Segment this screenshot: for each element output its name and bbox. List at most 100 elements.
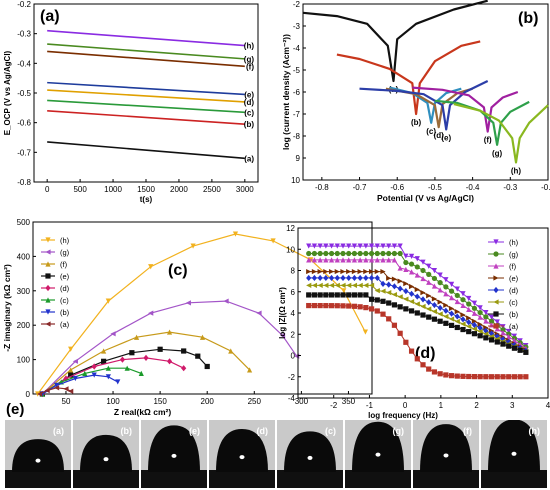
panel-d-data-point bbox=[306, 257, 312, 263]
panel-d-data-point bbox=[368, 243, 375, 249]
panel-d-data-point bbox=[466, 323, 472, 330]
panel-c-series-line bbox=[42, 331, 251, 395]
panel-d-data-point bbox=[391, 243, 398, 249]
panel-d-data-point bbox=[380, 298, 386, 304]
panel-d-data-point bbox=[403, 281, 409, 287]
panel-d-data-point bbox=[408, 348, 415, 354]
panel-d-data-point bbox=[448, 322, 455, 328]
panel-d-ytick-label: 0 bbox=[291, 352, 296, 361]
panel-d-data-point bbox=[511, 374, 518, 380]
panel-c-xtick-label: 100 bbox=[106, 397, 120, 406]
panel-b-ytick-label: -6 bbox=[293, 88, 301, 97]
panel-b-ytick-label: -2 bbox=[293, 0, 301, 9]
panel-d-data-point bbox=[477, 333, 483, 339]
panel-d-data-point bbox=[351, 243, 358, 249]
panel-d-data-point bbox=[397, 304, 403, 310]
panel-c-data-point bbox=[68, 388, 74, 394]
droplet-highlight bbox=[103, 457, 109, 462]
panel-d-data-point bbox=[334, 292, 340, 298]
panel-b-curve-label: (g) bbox=[492, 149, 503, 158]
panel-d-data-point bbox=[506, 343, 512, 349]
droplet-substrate bbox=[277, 470, 343, 488]
panel-d-data-point bbox=[311, 274, 318, 282]
panel-d-data-point bbox=[426, 306, 432, 312]
panel-d-data-point bbox=[368, 257, 375, 263]
panel-a-ytick-label: -0.6 bbox=[17, 119, 31, 128]
panel-d-data-point bbox=[471, 326, 478, 332]
panel-b-xtick-label: -0.4 bbox=[466, 183, 480, 192]
panel-c-data-point bbox=[166, 329, 173, 335]
panel-d-data-point bbox=[408, 253, 415, 259]
panel-c-data-point bbox=[44, 387, 50, 394]
panel-c-data-point bbox=[199, 334, 206, 340]
panel-d-data-point bbox=[466, 301, 472, 307]
droplet-label: (c) bbox=[325, 426, 336, 436]
panel-d-data-point bbox=[351, 268, 358, 275]
panel-d-data-point bbox=[306, 292, 312, 298]
panel-d-data-point bbox=[483, 374, 489, 380]
panel-d-data-point bbox=[397, 250, 403, 257]
panel-d-data-point bbox=[403, 296, 409, 302]
panel-b-tafel-curve bbox=[302, 0, 488, 83]
panel-d-data-point bbox=[494, 326, 500, 332]
panel-c-legend-marker bbox=[45, 273, 51, 279]
panel-d-data-point bbox=[460, 373, 466, 379]
droplet-label: (b) bbox=[121, 426, 133, 436]
panel-c-data-point bbox=[232, 231, 239, 237]
panel-c-data-point bbox=[223, 298, 229, 304]
panel-c-legend-marker bbox=[45, 309, 51, 315]
panel-c-legend-marker bbox=[45, 321, 51, 327]
panel-d-data-point bbox=[431, 283, 438, 289]
panel-d-legend-marker bbox=[493, 251, 499, 257]
panel-d-data-point bbox=[357, 292, 363, 298]
panel-b-xtick-label: -0.8 bbox=[315, 183, 329, 192]
panel-d-data-point bbox=[506, 328, 512, 335]
panel-d-data-point bbox=[517, 374, 523, 380]
droplet-substrate bbox=[209, 470, 275, 488]
panel-c-data-point bbox=[53, 382, 60, 388]
panel-d-data-point bbox=[374, 274, 380, 282]
panel-b-curve-label: (e) bbox=[441, 133, 451, 142]
panel-d-data-point bbox=[357, 243, 363, 249]
panel-b-ylabel: log (current density (Acm⁻²)) bbox=[281, 34, 291, 150]
panel-d-data-point bbox=[483, 327, 489, 334]
panel-d-data-point bbox=[460, 297, 466, 303]
panel-c-data-point bbox=[72, 358, 78, 364]
panel-d-data-point bbox=[460, 316, 466, 323]
panel-d-data-point bbox=[368, 268, 375, 275]
panel-d-data-point bbox=[346, 268, 352, 275]
panel-d-xtick-label: 1 bbox=[439, 401, 444, 410]
panel-d-data-point bbox=[426, 263, 432, 269]
panel-b-curve-label: (d) bbox=[434, 131, 445, 140]
panel-d-data-point bbox=[414, 356, 420, 362]
panel-c-data-point bbox=[105, 374, 111, 380]
droplet-highlight bbox=[307, 455, 313, 460]
panel-d-xtick-label: 0 bbox=[403, 401, 408, 410]
panel-d-data-point bbox=[408, 308, 415, 314]
panel-d-data-point bbox=[443, 307, 449, 314]
panel-c-data-point bbox=[124, 365, 130, 371]
panel-a-series-label: (d) bbox=[244, 98, 255, 107]
panel-d-data-point bbox=[448, 316, 455, 322]
panel-d-data-point bbox=[346, 243, 352, 249]
panel-d-data-point bbox=[477, 324, 483, 331]
panel-d-data-point bbox=[351, 250, 358, 257]
panel-d-data-point bbox=[454, 318, 460, 325]
panel-d-data-point bbox=[448, 295, 455, 301]
panel-d-data-point bbox=[374, 297, 380, 303]
panel-d-data-point bbox=[380, 268, 386, 275]
panel-c-data-point bbox=[63, 386, 69, 392]
panel-d-data-point bbox=[454, 313, 460, 320]
panel-d-data-point bbox=[328, 268, 335, 275]
panel-a-xtick-label: 1000 bbox=[104, 185, 122, 194]
panel-d-data-point bbox=[477, 314, 483, 320]
panel-d-data-point bbox=[317, 302, 323, 309]
panel-c-data-point bbox=[101, 358, 107, 364]
panel-d-data-point bbox=[380, 280, 386, 287]
panel-d-data-point bbox=[437, 318, 443, 324]
droplet-highlight bbox=[239, 455, 245, 460]
panel-c-data-point bbox=[166, 358, 173, 365]
panel-d-data-point bbox=[397, 243, 403, 249]
panel-d-data-point bbox=[443, 320, 449, 326]
panel-a-xlabel: t(s) bbox=[140, 195, 153, 204]
